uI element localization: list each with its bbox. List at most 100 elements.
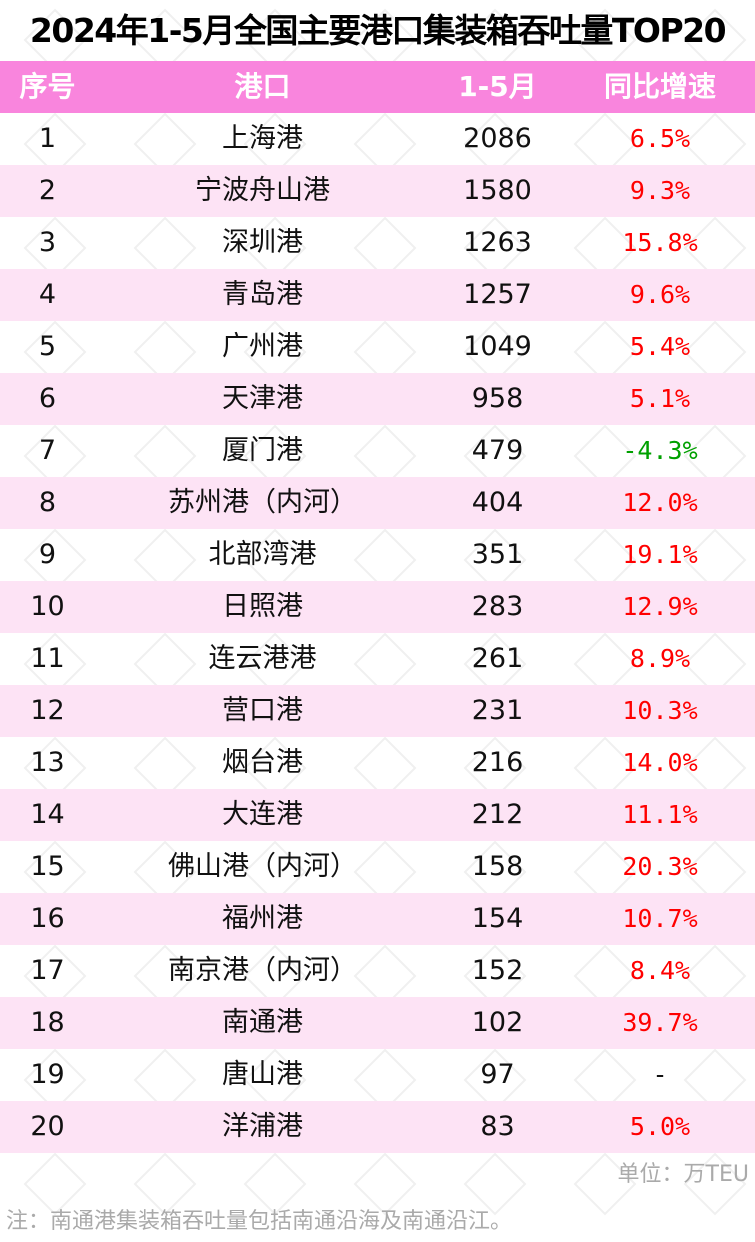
row-growth: 8.9%: [629, 644, 691, 673]
row-volume: 283: [471, 591, 524, 622]
row-port: 日照港: [222, 591, 303, 622]
row-port: 佛山港（内河）: [168, 851, 357, 882]
row-index: 10: [30, 591, 65, 622]
row-volume: 154: [471, 903, 524, 934]
row-index: 11: [30, 643, 65, 674]
table-row: 9 北部湾港 351 19.1%: [0, 529, 755, 581]
row-index: 13: [30, 747, 65, 778]
table-row: 15 佛山港（内河） 158 20.3%: [0, 841, 755, 893]
row-port: 宁波舟山港: [195, 175, 330, 206]
row-volume: 102: [471, 1007, 524, 1038]
row-volume: 958: [471, 383, 524, 414]
row-growth: 19.1%: [622, 540, 698, 569]
row-volume: 158: [471, 851, 524, 882]
row-index: 7: [38, 435, 57, 466]
row-growth: 6.5%: [629, 124, 691, 153]
row-growth: 9.6%: [629, 280, 691, 309]
row-index: 1: [38, 123, 57, 154]
row-volume: 97: [480, 1059, 515, 1090]
table-row: 16 福州港 154 10.7%: [0, 893, 755, 945]
footnote: 注：南通港集装箱吞吐量包括南通沿海及南通沿江。: [6, 1209, 513, 1234]
row-port: 厦门港: [222, 435, 303, 466]
row-index: 8: [38, 487, 57, 518]
row-port: 洋浦港: [222, 1111, 303, 1142]
row-growth: 14.0%: [622, 748, 698, 777]
table-row: 20 洋浦港 83 5.0%: [0, 1101, 755, 1153]
row-port: 营口港: [222, 695, 303, 726]
row-growth: 12.0%: [622, 488, 698, 517]
row-index: 4: [38, 279, 57, 310]
table-row: 11 连云港港 261 8.9%: [0, 633, 755, 685]
row-index: 5: [38, 331, 57, 362]
row-index: 9: [38, 539, 57, 570]
row-volume: 2086: [463, 123, 532, 154]
table-row: 2 宁波舟山港 1580 9.3%: [0, 165, 755, 217]
row-index: 18: [30, 1007, 65, 1038]
row-index: 3: [38, 227, 57, 258]
row-growth: -: [652, 1060, 668, 1089]
row-port: 深圳港: [222, 227, 303, 258]
row-port: 唐山港: [222, 1059, 303, 1090]
row-growth: -4.3%: [622, 436, 698, 465]
row-index: 19: [30, 1059, 65, 1090]
table-row: 18 南通港 102 39.7%: [0, 997, 755, 1049]
row-growth: 39.7%: [622, 1008, 698, 1037]
row-index: 14: [30, 799, 65, 830]
row-port: 上海港: [222, 123, 303, 154]
row-volume: 152: [471, 955, 524, 986]
row-port: 南京港（内河）: [168, 955, 357, 986]
table-row: 10 日照港 283 12.9%: [0, 581, 755, 633]
row-index: 6: [38, 383, 57, 414]
row-growth: 20.3%: [622, 852, 698, 881]
row-growth: 9.3%: [629, 176, 691, 205]
row-port: 广州港: [222, 331, 303, 362]
row-volume: 479: [471, 435, 524, 466]
page-title: 2024年1-5月全国主要港口集装箱吞吐量TOP20: [29, 11, 727, 50]
row-index: 20: [30, 1111, 65, 1142]
row-index: 2: [38, 175, 57, 206]
table-header: 序号 港口 1-5月 同比增速: [0, 61, 755, 113]
row-volume: 1049: [463, 331, 532, 362]
row-growth: 15.8%: [622, 228, 698, 257]
row-index: 12: [30, 695, 65, 726]
row-port: 天津港: [222, 383, 303, 414]
row-volume: 1580: [463, 175, 532, 206]
row-volume: 1263: [463, 227, 532, 258]
row-index: 15: [30, 851, 65, 882]
row-growth: 5.1%: [629, 384, 691, 413]
row-volume: 404: [471, 487, 524, 518]
row-growth: 5.4%: [629, 332, 691, 361]
header-index: 序号: [19, 70, 76, 103]
table-row: 1 上海港 2086 6.5%: [0, 113, 755, 165]
row-port: 南通港: [222, 1007, 303, 1038]
row-port: 烟台港: [222, 747, 303, 778]
header-volume: 1-5月: [458, 70, 537, 103]
row-port: 青岛港: [222, 279, 303, 310]
row-volume: 83: [480, 1111, 515, 1142]
table-row: 19 唐山港 97 -: [0, 1049, 755, 1101]
row-growth: 11.1%: [622, 800, 698, 829]
row-port: 连云港港: [208, 643, 317, 674]
row-volume: 231: [471, 695, 524, 726]
table-row: 14 大连港 212 11.1%: [0, 789, 755, 841]
row-growth: 8.4%: [629, 956, 691, 985]
row-index: 17: [30, 955, 65, 986]
row-port: 福州港: [222, 903, 303, 934]
row-growth: 5.0%: [629, 1112, 691, 1141]
row-port: 大连港: [222, 799, 303, 830]
row-index: 16: [30, 903, 65, 934]
header-port: 港口: [234, 70, 291, 103]
row-port: 苏州港（内河）: [168, 487, 357, 518]
row-growth: 10.7%: [622, 904, 698, 933]
table-row: 5 广州港 1049 5.4%: [0, 321, 755, 373]
row-volume: 216: [471, 747, 524, 778]
row-growth: 10.3%: [622, 696, 698, 725]
table-row: 3 深圳港 1263 15.8%: [0, 217, 755, 269]
table-row: 17 南京港（内河） 152 8.4%: [0, 945, 755, 997]
row-port: 北部湾港: [208, 539, 317, 570]
row-growth: 12.9%: [622, 592, 698, 621]
table-row: 4 青岛港 1257 9.6%: [0, 269, 755, 321]
table-row: 8 苏州港（内河） 404 12.0%: [0, 477, 755, 529]
table-row: 12 营口港 231 10.3%: [0, 685, 755, 737]
table-row: 13 烟台港 216 14.0%: [0, 737, 755, 789]
